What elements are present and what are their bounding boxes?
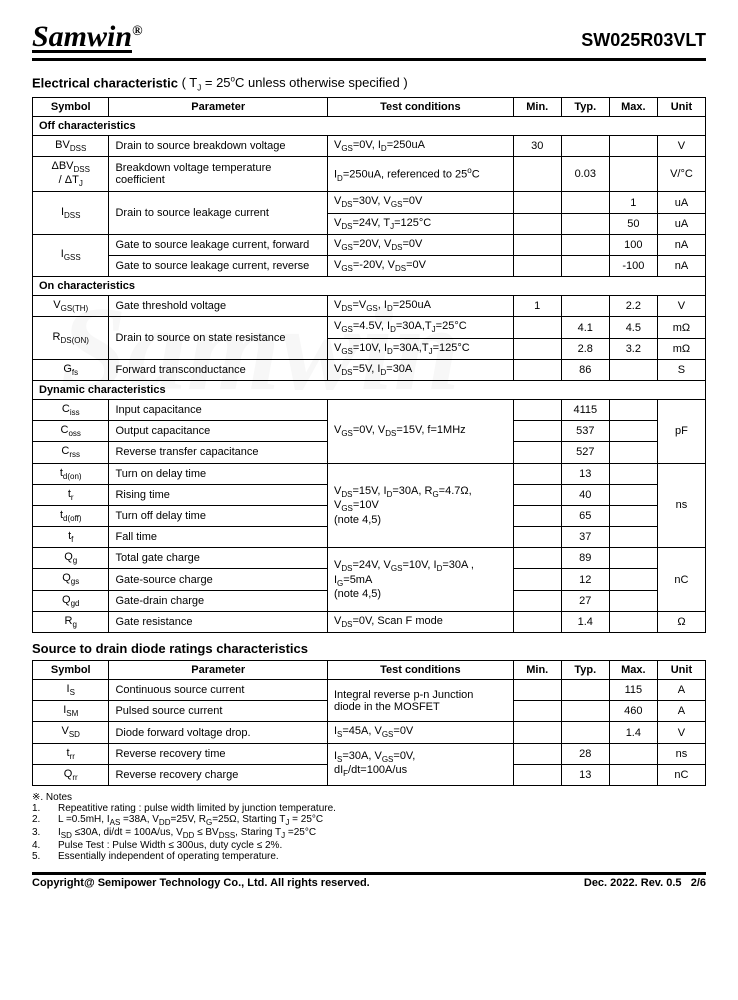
table-row: Rg Gate resistance VDS=0V, Scan F mode 1… [33, 611, 706, 632]
copyright: Copyright@ Semipower Technology Co., Ltd… [32, 877, 370, 889]
col-min: Min. [513, 97, 561, 116]
page-header: Samwin® SW025R03VLT [32, 20, 706, 61]
table-row: BVDSS Drain to source breakdown voltage … [33, 135, 706, 156]
table-row: trr Reverse recovery time IS=30A, VGS=0V… [33, 743, 706, 764]
notes-block: ※. Notes 1.Repeatitive rating : pulse wi… [32, 792, 706, 862]
table-row: Gfs Forward transconductance VDS=5V, ID=… [33, 359, 706, 380]
table-row: VSD Diode forward voltage drop. IS=45A, … [33, 722, 706, 743]
table-row: IGSS Gate to source leakage current, for… [33, 234, 706, 255]
footer-right: Dec. 2022. Rev. 0.5 2/6 [584, 877, 706, 889]
table-row: IDSS Drain to source leakage current VDS… [33, 192, 706, 213]
col-unit: Unit [657, 97, 705, 116]
col-symbol: Symbol [33, 97, 109, 116]
table-header-row: Symbol Parameter Test conditions Min. Ty… [33, 97, 706, 116]
col-max: Max. [609, 97, 657, 116]
dyn-char-header: Dynamic characteristics [33, 380, 706, 399]
diode-table: Symbol Parameter Test conditions Min. Ty… [32, 660, 706, 786]
logo: Samwin® [32, 20, 143, 54]
table-row: Qg Total gate charge VDS=24V, VGS=10V, I… [33, 548, 706, 569]
table-row: IS Continuous source current Integral re… [33, 680, 706, 701]
table-row: RDS(ON) Drain to source on state resista… [33, 317, 706, 338]
section-title-diode: Source to drain diode ratings characteri… [32, 641, 706, 656]
table-row: ΔBVDSS/ ΔTJ Breakdown voltage temperatur… [33, 157, 706, 192]
on-char-header: On characteristics [33, 277, 706, 296]
electrical-table: Symbol Parameter Test conditions Min. Ty… [32, 97, 706, 633]
section-title-elec: Electrical characteristic ( TJ = 25oC un… [32, 75, 706, 93]
col-parameter: Parameter [109, 97, 328, 116]
off-char-header: Off characteristics [33, 116, 706, 135]
table-row: Gate to source leakage current, reverse … [33, 256, 706, 277]
col-conditions: Test conditions [327, 97, 513, 116]
table-row: Ciss Input capacitance VGS=0V, VDS=15V, … [33, 399, 706, 420]
table-row: td(on) Turn on delay time VDS=15V, ID=30… [33, 463, 706, 484]
part-number: SW025R03VLT [581, 30, 706, 51]
page-footer: Copyright@ Semipower Technology Co., Ltd… [32, 872, 706, 889]
col-typ: Typ. [561, 97, 609, 116]
table-row: VGS(TH) Gate threshold voltage VDS=VGS, … [33, 296, 706, 317]
table-header-row: Symbol Parameter Test conditions Min. Ty… [33, 661, 706, 680]
